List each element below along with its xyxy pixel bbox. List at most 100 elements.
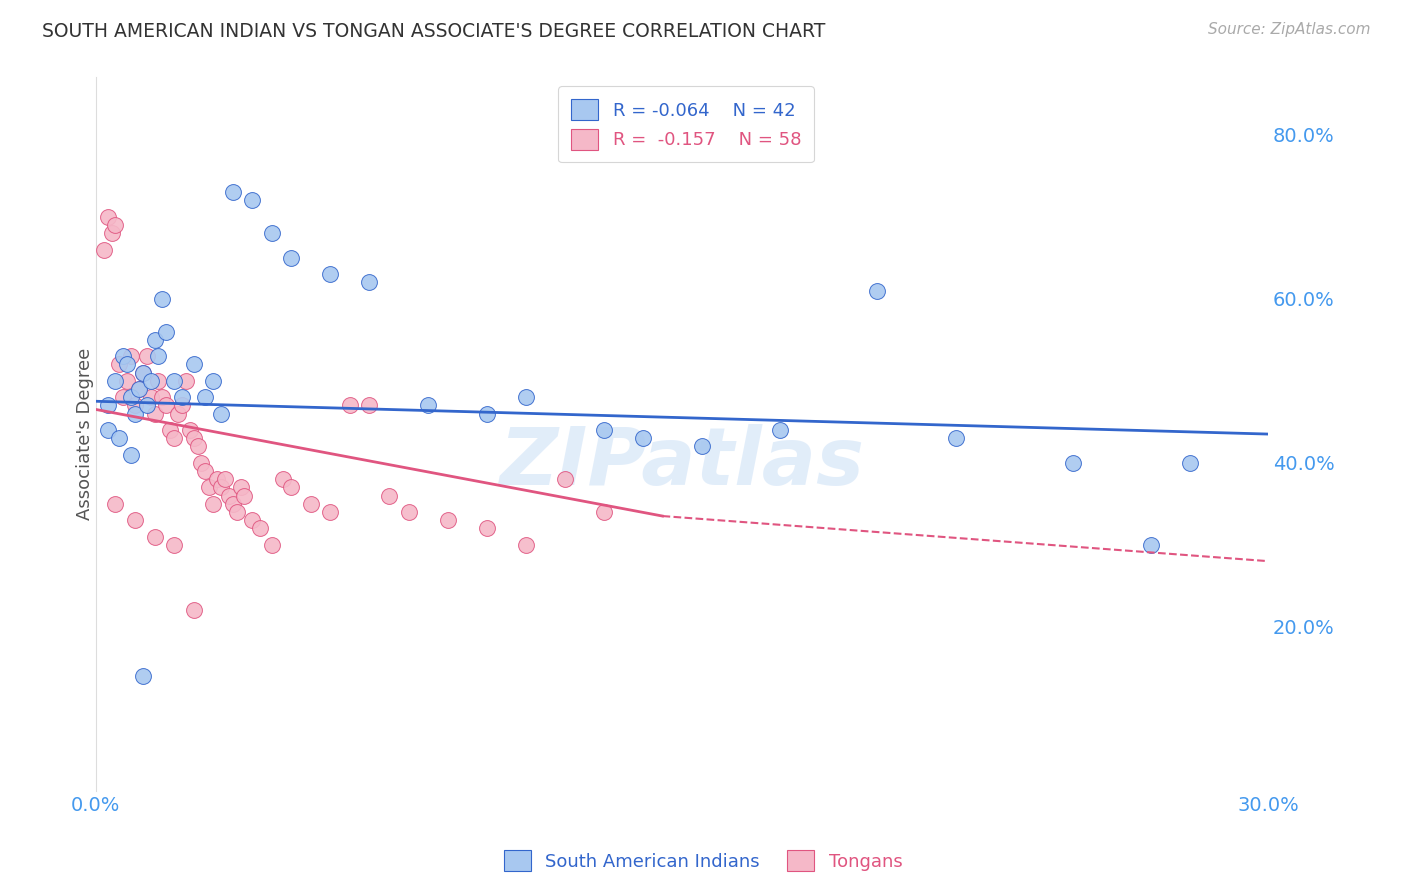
Point xyxy=(690,439,713,453)
Point xyxy=(104,497,127,511)
Point xyxy=(186,439,208,453)
Point xyxy=(209,480,232,494)
Point xyxy=(183,603,205,617)
Point xyxy=(163,538,186,552)
Point xyxy=(202,497,225,511)
Point xyxy=(260,538,283,552)
Point xyxy=(148,349,170,363)
Point xyxy=(120,349,142,363)
Point xyxy=(97,423,120,437)
Point xyxy=(135,398,157,412)
Point xyxy=(143,530,166,544)
Point xyxy=(150,390,173,404)
Point xyxy=(155,398,177,412)
Point xyxy=(319,267,342,281)
Point xyxy=(97,398,120,412)
Point xyxy=(515,538,537,552)
Point xyxy=(1178,456,1201,470)
Point xyxy=(112,390,135,404)
Point xyxy=(155,325,177,339)
Point xyxy=(280,480,302,494)
Point xyxy=(198,480,221,494)
Point xyxy=(515,390,537,404)
Point xyxy=(190,456,212,470)
Point xyxy=(260,226,283,240)
Point xyxy=(475,407,498,421)
Point xyxy=(112,349,135,363)
Point xyxy=(128,382,150,396)
Point xyxy=(866,284,889,298)
Point xyxy=(179,423,201,437)
Text: SOUTH AMERICAN INDIAN VS TONGAN ASSOCIATE'S DEGREE CORRELATION CHART: SOUTH AMERICAN INDIAN VS TONGAN ASSOCIAT… xyxy=(42,22,825,41)
Point xyxy=(229,480,252,494)
Point xyxy=(1062,456,1084,470)
Point xyxy=(135,349,157,363)
Point xyxy=(132,669,155,683)
Point xyxy=(218,489,240,503)
Point xyxy=(159,423,181,437)
Point xyxy=(359,398,381,412)
Point xyxy=(124,513,146,527)
Point xyxy=(194,464,217,478)
Point xyxy=(593,505,616,519)
Point xyxy=(436,513,458,527)
Point xyxy=(132,366,155,380)
Point xyxy=(249,521,271,535)
Point xyxy=(104,218,127,232)
Point xyxy=(554,472,576,486)
Point xyxy=(593,423,616,437)
Point xyxy=(174,374,197,388)
Point xyxy=(163,431,186,445)
Point xyxy=(148,374,170,388)
Point xyxy=(475,521,498,535)
Legend: R = -0.064    N = 42, R =  -0.157    N = 58: R = -0.064 N = 42, R = -0.157 N = 58 xyxy=(558,87,814,162)
Point xyxy=(769,423,792,437)
Point xyxy=(167,407,190,421)
Point xyxy=(108,358,131,372)
Point xyxy=(273,472,295,486)
Point xyxy=(132,366,155,380)
Point xyxy=(233,489,256,503)
Point xyxy=(240,513,263,527)
Point xyxy=(108,431,131,445)
Point xyxy=(398,505,420,519)
Point xyxy=(416,398,439,412)
Point xyxy=(115,374,138,388)
Point xyxy=(120,390,142,404)
Point xyxy=(115,358,138,372)
Point xyxy=(124,407,146,421)
Point xyxy=(359,276,381,290)
Point xyxy=(221,497,243,511)
Point xyxy=(170,390,193,404)
Point xyxy=(97,210,120,224)
Point xyxy=(93,243,115,257)
Point xyxy=(194,390,217,404)
Point xyxy=(378,489,401,503)
Text: ZIPatlas: ZIPatlas xyxy=(499,424,865,501)
Point xyxy=(128,382,150,396)
Point xyxy=(150,292,173,306)
Point xyxy=(240,194,263,208)
Point xyxy=(124,398,146,412)
Point xyxy=(163,374,186,388)
Point xyxy=(170,398,193,412)
Point xyxy=(299,497,322,511)
Point xyxy=(339,398,361,412)
Y-axis label: Associate's Degree: Associate's Degree xyxy=(76,348,94,520)
Point xyxy=(120,448,142,462)
Point xyxy=(202,374,225,388)
Point xyxy=(1140,538,1163,552)
Point xyxy=(319,505,342,519)
Legend: South American Indians, Tongans: South American Indians, Tongans xyxy=(496,843,910,879)
Point xyxy=(225,505,247,519)
Point xyxy=(100,226,122,240)
Point xyxy=(214,472,236,486)
Point xyxy=(183,431,205,445)
Point xyxy=(183,358,205,372)
Text: Source: ZipAtlas.com: Source: ZipAtlas.com xyxy=(1208,22,1371,37)
Point xyxy=(104,374,127,388)
Point xyxy=(209,407,232,421)
Point xyxy=(945,431,967,445)
Point xyxy=(143,407,166,421)
Point xyxy=(139,390,162,404)
